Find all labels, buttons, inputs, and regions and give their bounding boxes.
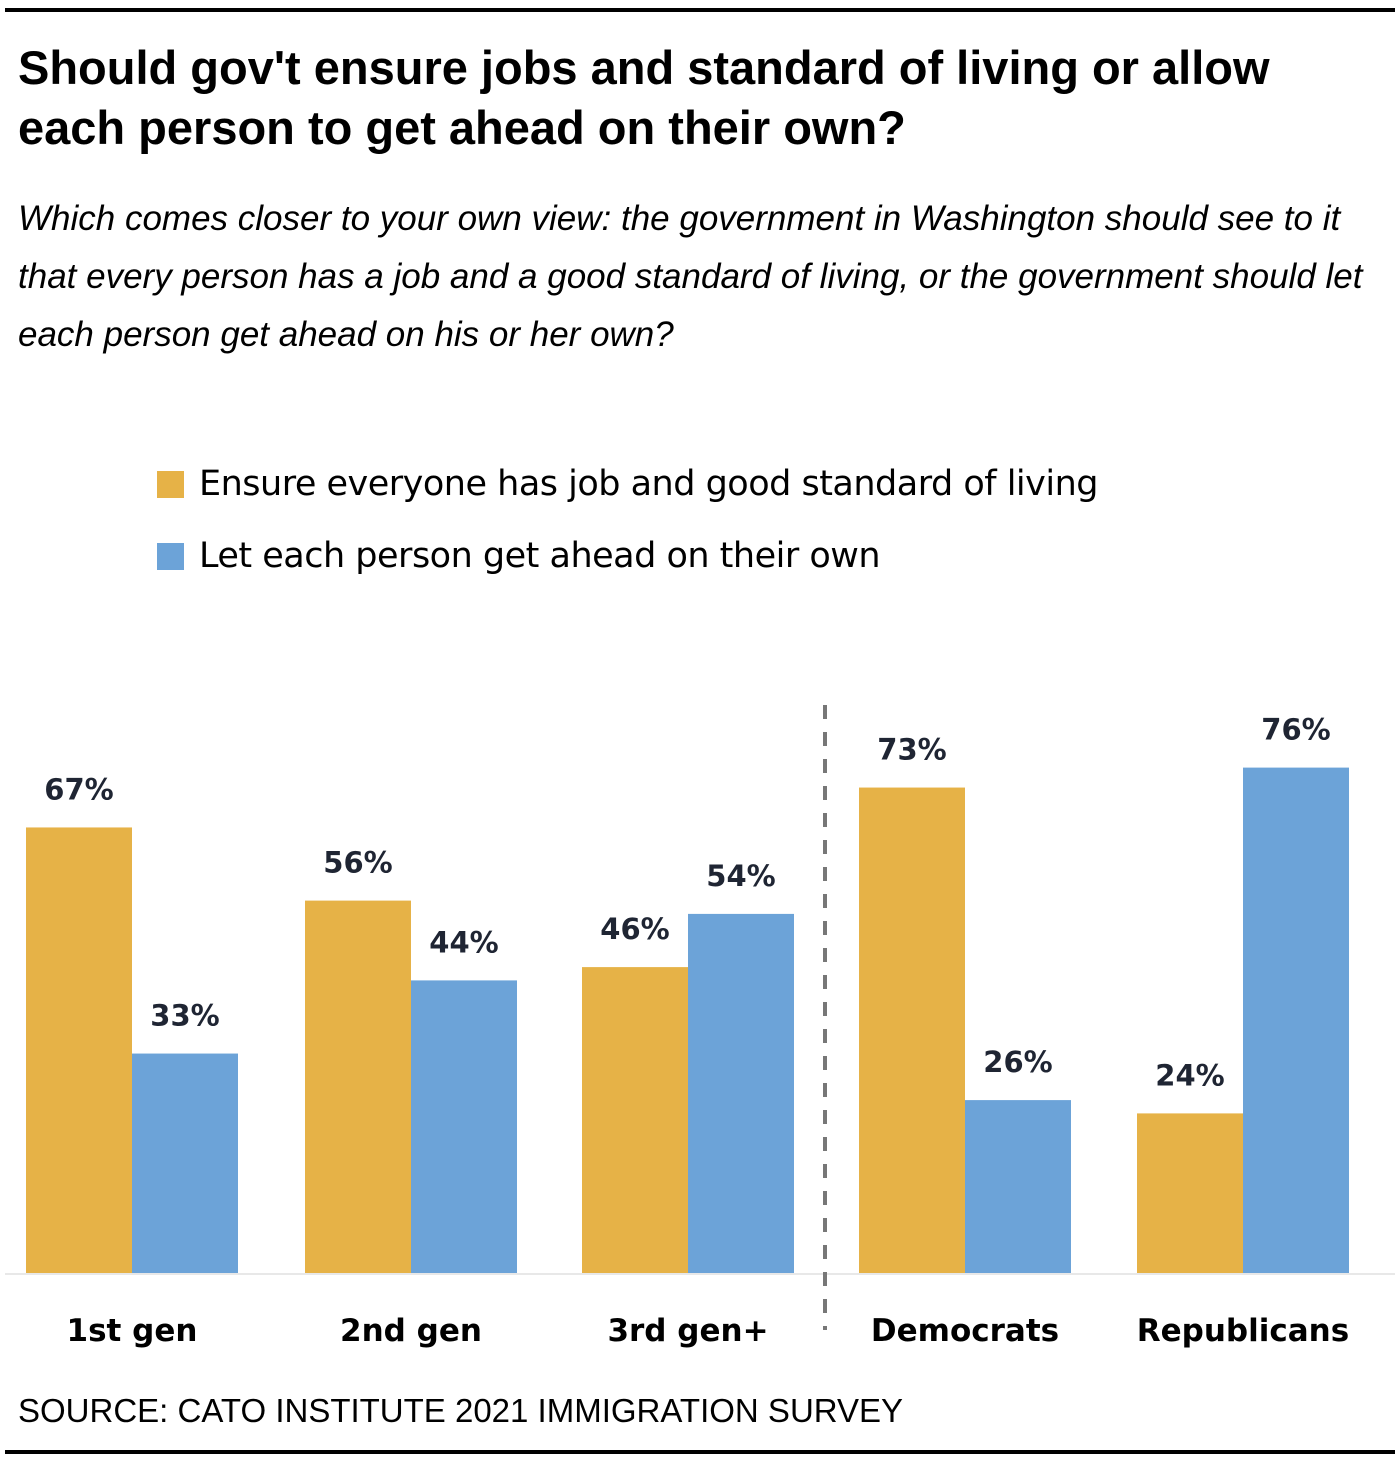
chart-title: Should gov't ensure jobs and standard of…: [18, 41, 1270, 154]
source-note: SOURCE: CATO INSTITUTE 2021 IMMIGRATION …: [18, 1392, 904, 1429]
bar-ensure-4: [1137, 1113, 1243, 1273]
bar-label-let-0: 33%: [150, 999, 219, 1033]
category-label-1: 2nd gen: [340, 1313, 482, 1349]
bar-label-let-3: 26%: [983, 1045, 1052, 1079]
bar-label-ensure-3: 73%: [877, 733, 946, 767]
bar-ensure-0: [26, 827, 132, 1273]
bottom-rule: [5, 1450, 1395, 1454]
bar-label-let-1: 44%: [429, 925, 498, 959]
bar-ensure-2: [582, 967, 688, 1273]
chart-subtitle: Which comes closer to your own view: the…: [18, 199, 1363, 354]
bar-let-3: [965, 1100, 1071, 1273]
legend: Ensure everyone has job and good standar…: [157, 448, 1098, 592]
bar-let-2: [688, 913, 794, 1273]
category-label-4: Republicans: [1137, 1313, 1349, 1349]
legend-item-ensure: Ensure everyone has job and good standar…: [157, 448, 1098, 520]
bar-label-ensure-0: 67%: [44, 772, 113, 806]
bar-ensure-3: [859, 787, 965, 1273]
category-label-2: 3rd gen+: [607, 1313, 768, 1349]
bar-chart: 67% 33% 1st gen 56% 44% 2nd gen 46% 54% 3rd gen+…: [5, 705, 1395, 1349]
bar-label-ensure-2: 46%: [600, 912, 669, 946]
bar-let-1: [411, 980, 517, 1273]
category-label-0: 1st gen: [67, 1313, 198, 1349]
bar-ensure-1: [305, 900, 411, 1273]
bar-label-ensure-4: 24%: [1155, 1058, 1224, 1092]
bar-let-0: [132, 1053, 238, 1273]
legend-swatch-ensure: [157, 470, 184, 498]
bar-label-ensure-1: 56%: [323, 846, 392, 880]
legend-swatch-let: [157, 542, 184, 570]
legend-label-ensure: Ensure everyone has job and good standar…: [199, 464, 1098, 504]
legend-item-let: Let each person get ahead on their own: [157, 520, 1098, 592]
category-label-3: Democrats: [871, 1313, 1059, 1349]
bar-label-let-4: 76%: [1261, 713, 1330, 747]
top-rule: [5, 8, 1395, 12]
bar-let-4: [1243, 767, 1349, 1273]
bar-label-let-2: 54%: [706, 859, 775, 893]
legend-label-let: Let each person get ahead on their own: [199, 536, 881, 576]
